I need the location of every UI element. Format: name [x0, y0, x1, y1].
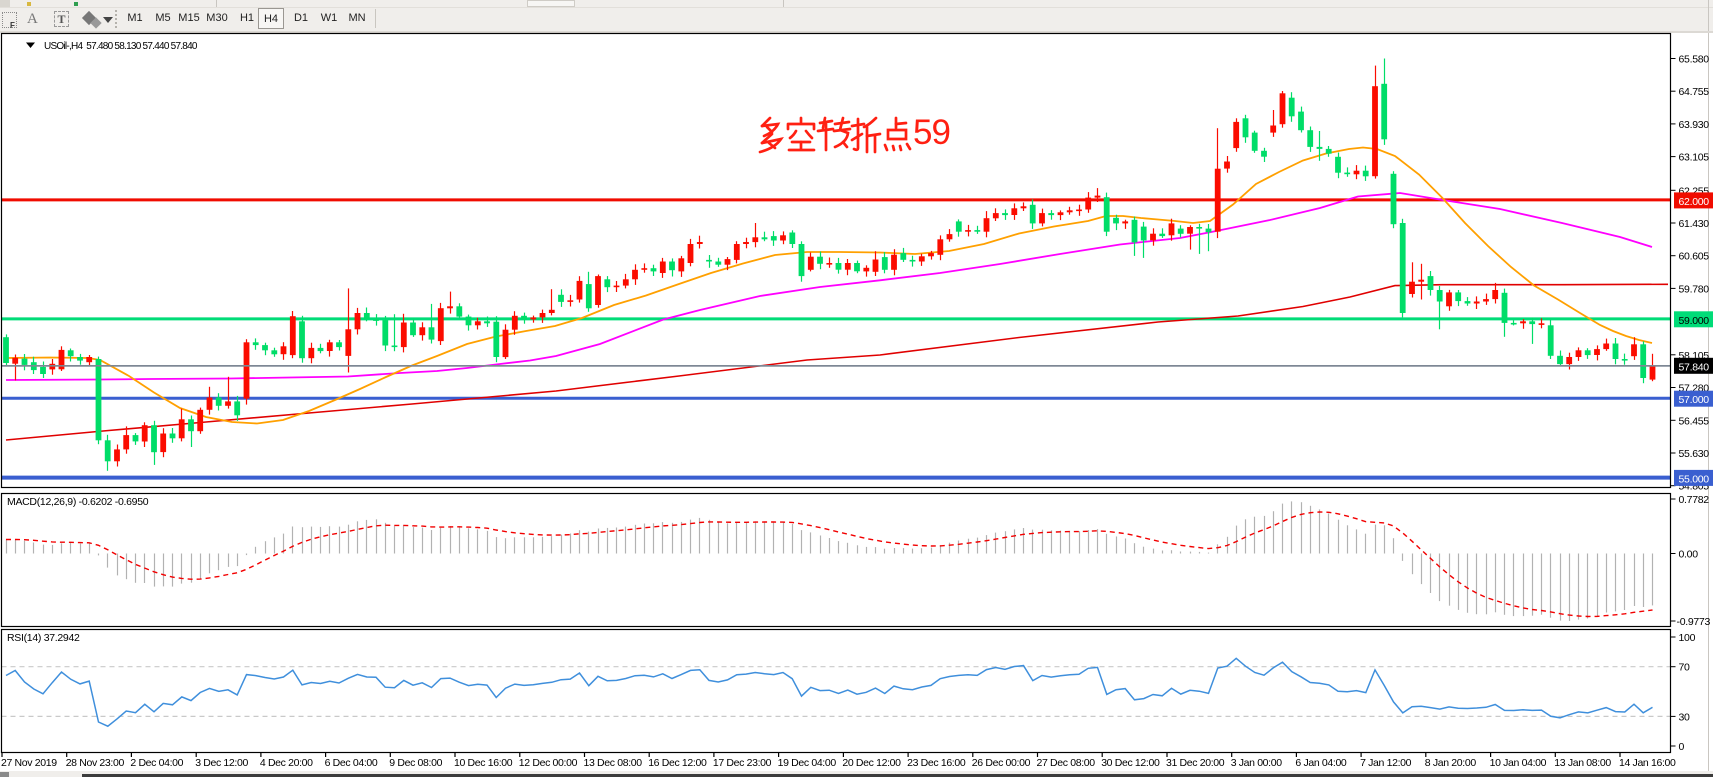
svg-text:60.605: 60.605 [1679, 251, 1710, 263]
svg-text:10 Dec 16:00: 10 Dec 16:00 [454, 757, 513, 769]
svg-text:30: 30 [1679, 711, 1691, 723]
svg-text:65.580: 65.580 [1679, 54, 1710, 66]
svg-text:-0.9773: -0.9773 [1677, 616, 1711, 628]
svg-text:10 Jan 04:00: 10 Jan 04:00 [1490, 757, 1547, 769]
svg-text:70: 70 [1679, 662, 1691, 674]
svg-text:31 Dec 20:00: 31 Dec 20:00 [1166, 757, 1225, 769]
svg-text:16 Dec 12:00: 16 Dec 12:00 [648, 757, 707, 769]
svg-text:27 Nov 2019: 27 Nov 2019 [1, 757, 57, 769]
svg-text:28 Nov 23:00: 28 Nov 23:00 [66, 757, 125, 769]
svg-text:57.000: 57.000 [1679, 394, 1710, 406]
svg-text:4 Dec 20:00: 4 Dec 20:00 [260, 757, 313, 769]
svg-text:0: 0 [1679, 741, 1685, 753]
svg-text:2 Dec 04:00: 2 Dec 04:00 [130, 757, 183, 769]
svg-text:13 Dec 08:00: 13 Dec 08:00 [584, 757, 643, 769]
svg-text:3 Dec 12:00: 3 Dec 12:00 [195, 757, 248, 769]
svg-text:14 Jan 16:00: 14 Jan 16:00 [1619, 757, 1676, 769]
svg-text:17 Dec 23:00: 17 Dec 23:00 [713, 757, 772, 769]
svg-text:13 Jan 08:00: 13 Jan 08:00 [1554, 757, 1611, 769]
svg-text:63.105: 63.105 [1679, 152, 1710, 164]
svg-text:20 Dec 12:00: 20 Dec 12:00 [842, 757, 901, 769]
svg-text:RSI(14) 37.2942: RSI(14) 37.2942 [7, 632, 80, 644]
svg-text:100: 100 [1679, 632, 1696, 644]
svg-text:59.000: 59.000 [1679, 315, 1710, 327]
svg-text:MACD(12,26,9) -0.6202 -0.6950: MACD(12,26,9) -0.6202 -0.6950 [7, 496, 149, 508]
svg-text:23 Dec 16:00: 23 Dec 16:00 [907, 757, 966, 769]
svg-text:64.755: 64.755 [1679, 86, 1710, 98]
svg-text:3 Jan 00:00: 3 Jan 00:00 [1231, 757, 1283, 769]
svg-text:12 Dec 00:00: 12 Dec 00:00 [519, 757, 578, 769]
svg-text:57.840: 57.840 [1679, 361, 1710, 373]
svg-text:55.630: 55.630 [1679, 448, 1710, 460]
svg-text:6 Jan 04:00: 6 Jan 04:00 [1295, 757, 1347, 769]
svg-text:30 Dec 12:00: 30 Dec 12:00 [1101, 757, 1160, 769]
svg-text:0.00: 0.00 [1679, 549, 1699, 561]
svg-text:61.430: 61.430 [1679, 218, 1710, 230]
svg-text:62.000: 62.000 [1679, 196, 1710, 208]
svg-text:56.455: 56.455 [1679, 415, 1710, 427]
svg-text:59: 59 [913, 113, 950, 152]
svg-text:19 Dec 04:00: 19 Dec 04:00 [778, 757, 837, 769]
svg-text:USOil-,H4 57.480 58.130 57.44: USOil-,H4 57.480 58.130 57.440 57.840 [44, 41, 198, 52]
svg-text:9 Dec 08:00: 9 Dec 08:00 [389, 757, 442, 769]
svg-text:55.000: 55.000 [1679, 473, 1710, 485]
svg-text:63.930: 63.930 [1679, 119, 1710, 131]
svg-text:8 Jan 20:00: 8 Jan 20:00 [1425, 757, 1477, 769]
svg-text:0.7782: 0.7782 [1679, 494, 1710, 506]
svg-text:26 Dec 00:00: 26 Dec 00:00 [972, 757, 1031, 769]
svg-text:59.780: 59.780 [1679, 283, 1710, 295]
svg-text:7 Jan 12:00: 7 Jan 12:00 [1360, 757, 1412, 769]
svg-text:6 Dec 04:00: 6 Dec 04:00 [325, 757, 378, 769]
svg-text:27 Dec 08:00: 27 Dec 08:00 [1037, 757, 1096, 769]
